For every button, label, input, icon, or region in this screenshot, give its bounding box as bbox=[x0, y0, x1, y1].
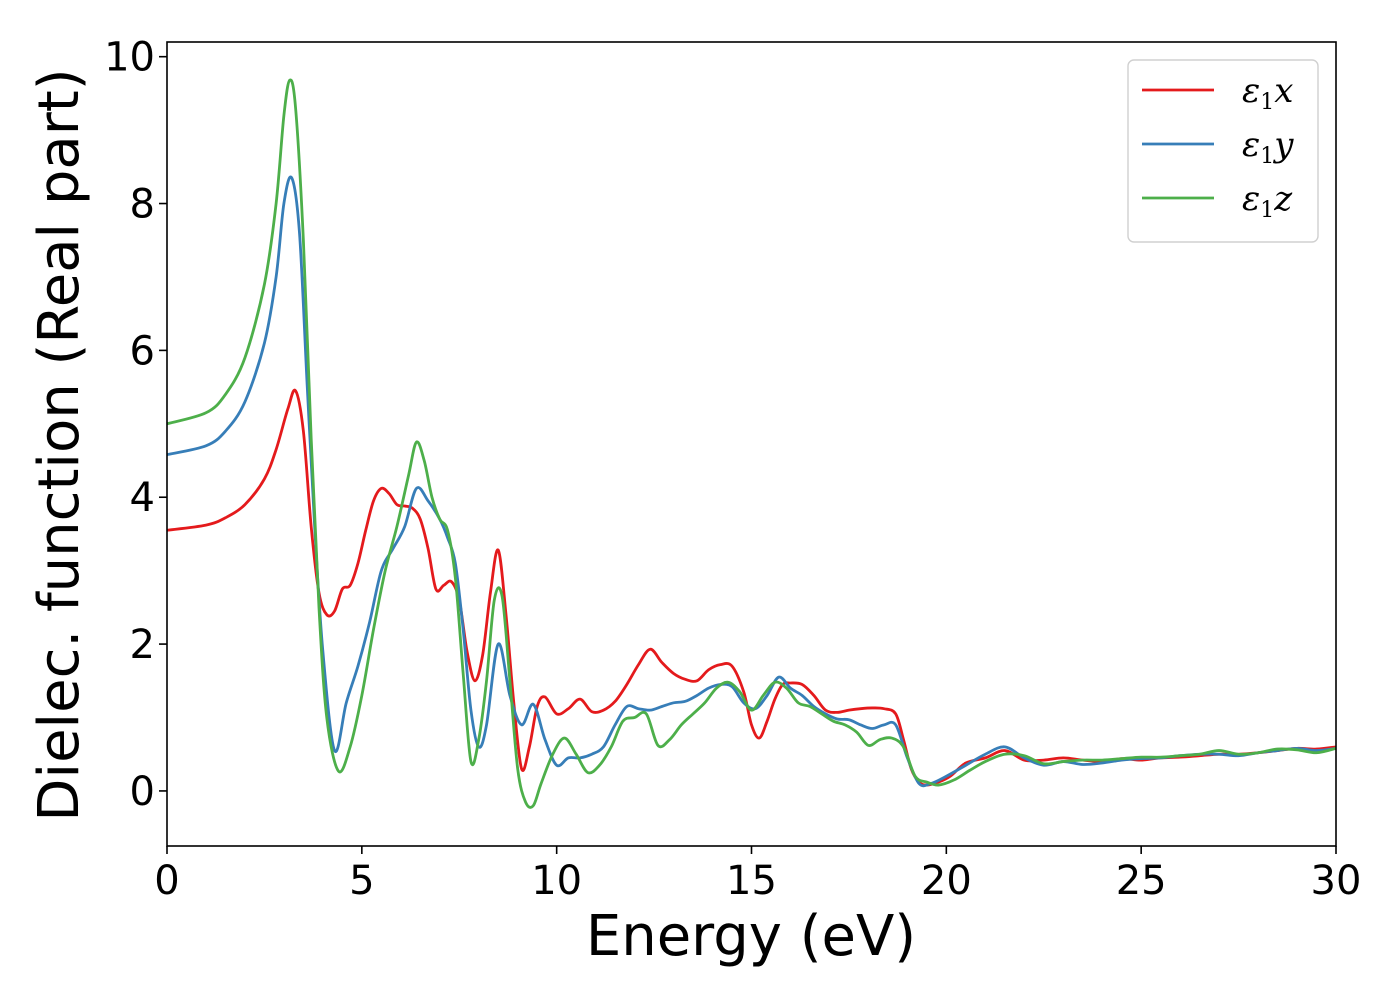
x-tick-label: 30 bbox=[1311, 858, 1362, 904]
y-tick-label: 0 bbox=[130, 769, 155, 815]
legend-label: ε1z bbox=[1242, 179, 1293, 223]
series-line-z bbox=[167, 78, 1336, 809]
x-tick-label: 25 bbox=[1116, 858, 1167, 904]
y-tick-label: 8 bbox=[130, 182, 155, 228]
y-tick-label: 4 bbox=[130, 475, 155, 521]
x-axis-title: Energy (eV) bbox=[586, 904, 916, 969]
legend: ε1x ε1y ε1z bbox=[1127, 59, 1319, 243]
x-tick-label: 0 bbox=[154, 858, 179, 904]
y-tick-label: 10 bbox=[104, 35, 155, 81]
legend-label: ε1y bbox=[1242, 125, 1294, 169]
legend-label: ε1x bbox=[1242, 71, 1293, 115]
x-tick-label: 5 bbox=[349, 858, 374, 904]
legend-box bbox=[1127, 59, 1319, 243]
series-line-x bbox=[167, 388, 1336, 787]
series-layer bbox=[167, 78, 1336, 809]
x-tick-label: 15 bbox=[726, 858, 777, 904]
y-axis: 0 2 4 6 8 10 bbox=[104, 35, 167, 815]
x-tick-label: 20 bbox=[921, 858, 972, 904]
x-tick-label: 10 bbox=[531, 858, 582, 904]
y-tick-label: 6 bbox=[130, 328, 155, 374]
x-axis: 0 5 10 15 20 25 30 bbox=[154, 846, 1361, 904]
y-tick-label: 2 bbox=[130, 622, 155, 668]
y-axis-title: Dielec. function (Real part) bbox=[27, 68, 92, 821]
